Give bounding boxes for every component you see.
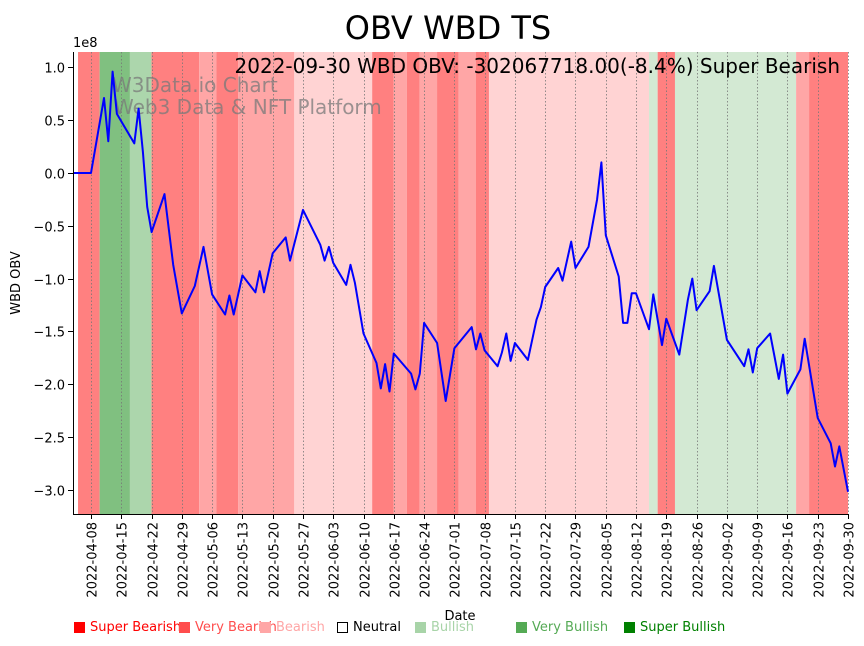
x-tick-label: 2022-04-22 [147, 522, 162, 598]
signal-band [796, 52, 810, 514]
legend-label: Neutral [353, 620, 401, 635]
legend-item: Very Bearish [179, 620, 277, 635]
y-tick-label: 1.0 [44, 62, 65, 77]
signal-band [372, 52, 394, 514]
vertical-gridlines [91, 52, 849, 514]
y-tick-label: −3.0 [33, 485, 65, 500]
signal-band [458, 52, 476, 514]
signal-band [437, 52, 459, 514]
x-tick-label: 2022-07-29 [570, 522, 585, 598]
watermark-line-2: Web3 Data & NFT Platform [114, 95, 382, 119]
signal-band [649, 52, 658, 514]
legend-label: Very Bullish [532, 620, 609, 635]
legend-label: Super Bearish [90, 620, 182, 635]
chart-title: OBV WBD TS [345, 9, 551, 47]
axes [73, 52, 848, 515]
signal-band [99, 52, 130, 514]
x-tick-label: 2022-05-27 [298, 522, 313, 598]
x-tick-label: 2022-07-01 [449, 522, 464, 598]
y-ticks: 1.0 0.5 0.0 −0.5 −1.0 −1.5 −2.0 −2.5 −3.0 [33, 62, 73, 500]
x-tick-label: 2022-06-10 [359, 522, 374, 598]
y-tick-label: −1.5 [33, 326, 65, 341]
legend-swatch [260, 622, 271, 633]
x-axis-label: Date [444, 609, 475, 624]
signal-band [809, 52, 848, 514]
signal-band [151, 52, 200, 514]
x-tick-label: 2022-09-09 [752, 522, 767, 598]
obv-series [73, 70, 849, 492]
legend-swatch [74, 622, 85, 633]
signal-band [419, 52, 438, 514]
y-tick-label: 0.0 [44, 168, 65, 183]
signal-band [129, 52, 152, 514]
x-tick-label: 2022-09-23 [813, 522, 828, 598]
legend-swatch [179, 622, 190, 633]
legend: Super Bearish Very Bearish Bearish Neutral B… [0, 620, 864, 640]
legend-item: Super Bearish [74, 620, 181, 635]
signal-band [406, 52, 420, 514]
x-tick-label: 2022-05-06 [207, 522, 222, 598]
x-tick-label: 2022-07-08 [480, 522, 495, 598]
y-tick-label: −1.0 [33, 274, 65, 289]
signal-band [674, 52, 797, 514]
x-tick-label: 2022-08-26 [692, 522, 707, 598]
legend-item: Bearish [260, 620, 325, 635]
signal-band [199, 52, 217, 514]
x-tick-label: 2022-06-17 [389, 522, 404, 598]
x-tick-label: 2022-08-12 [631, 522, 646, 598]
y-scale-label: 1e8 [73, 36, 98, 51]
x-tick-label: 2022-05-20 [268, 522, 283, 598]
signal-band [475, 52, 489, 514]
legend-swatch [516, 622, 527, 633]
x-tick-label: 2022-08-19 [661, 522, 676, 598]
legend-label: Bullish [431, 620, 475, 635]
watermark-line-1: W3Data.io Chart [112, 73, 278, 97]
x-tick-label: 2022-06-24 [419, 522, 434, 598]
x-tick-label: 2022-04-08 [86, 522, 101, 598]
y-tick-label: −0.5 [33, 221, 65, 236]
legend-label: Super Bullish [640, 620, 726, 635]
x-tick-label: 2022-09-02 [722, 522, 737, 598]
x-tick-label: 2022-09-16 [782, 522, 797, 598]
legend-swatch [337, 622, 348, 633]
watermark: W3Data.io Chart Web3 Data & NFT Platform [112, 73, 382, 119]
legend-swatch [415, 622, 426, 633]
signal-band [216, 52, 239, 514]
signal-bands [78, 52, 848, 514]
y-tick-label: 0.5 [44, 115, 65, 130]
signal-band [488, 52, 650, 514]
obv-line [73, 70, 849, 492]
legend-item: Bullish [415, 620, 474, 635]
x-tick-label: 2022-05-13 [237, 522, 252, 598]
legend-swatch [624, 622, 635, 633]
signal-band [78, 52, 100, 514]
legend-item: Neutral [337, 620, 401, 635]
x-tick-label: 2022-08-05 [601, 522, 616, 598]
y-tick-label: −2.5 [33, 432, 65, 447]
x-ticks: 2022-04-08 2022-04-15 2022-04-22 2022-04-29… [86, 514, 858, 598]
legend-item: Super Bullish [624, 620, 725, 635]
signal-band [393, 52, 407, 514]
y-axis-label: WBD OBV [9, 251, 24, 315]
legend-label: Very Bearish [195, 620, 277, 635]
legend-item: Very Bullish [516, 620, 608, 635]
x-tick-label: 2022-04-29 [177, 522, 192, 598]
x-tick-label: 2022-07-22 [540, 522, 555, 598]
y-tick-label: −2.0 [33, 379, 65, 394]
x-tick-label: 2022-07-15 [510, 522, 525, 598]
x-tick-label: 2022-04-15 [116, 522, 131, 598]
x-tick-label: 2022-09-30 [843, 522, 858, 598]
latest-value-annotation: 2022-09-30 WBD OBV: -302067718.00(-8.4%)… [235, 54, 840, 78]
x-tick-label: 2022-06-03 [328, 522, 343, 598]
legend-label: Bearish [276, 620, 325, 635]
